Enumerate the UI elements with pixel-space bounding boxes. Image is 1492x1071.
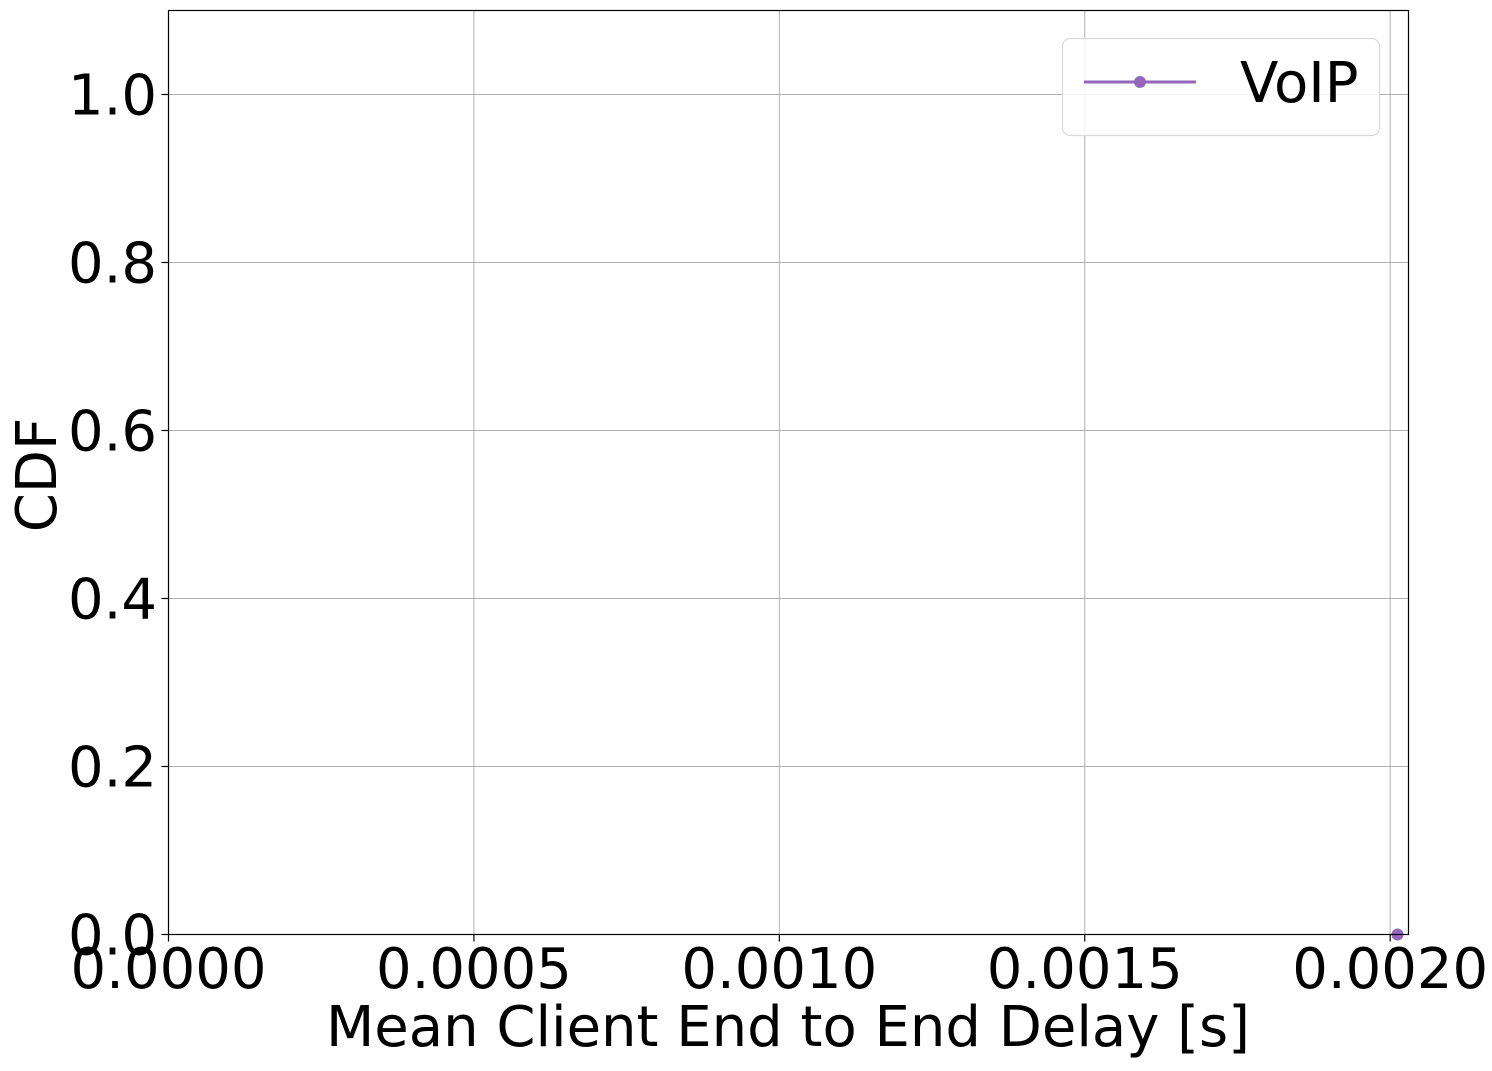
y-axis: 0.0 0.2 0.4 0.6 0.8 1.0 bbox=[68, 64, 169, 969]
legend-label: VoIP bbox=[1240, 51, 1359, 116]
legend-marker bbox=[1134, 76, 1146, 88]
x-tick-label: 0.0020 bbox=[1292, 937, 1488, 1002]
y-tick-label: 0.0 bbox=[68, 904, 157, 969]
y-tick-label: 0.6 bbox=[68, 400, 157, 465]
grid bbox=[168, 10, 1409, 935]
x-axis-label: Mean Client End to End Delay [s] bbox=[326, 995, 1250, 1060]
legend-box bbox=[1061, 37, 1381, 137]
x-tick-label: 0.0010 bbox=[681, 937, 877, 1002]
legend: VoIP bbox=[1061, 37, 1381, 137]
plot-frame bbox=[167, 9, 1410, 936]
y-tick-label: 0.4 bbox=[68, 568, 157, 633]
y-tick-label: 0.2 bbox=[68, 736, 157, 801]
y-tick-label: 0.8 bbox=[68, 232, 157, 297]
y-tick-label: 1.0 bbox=[68, 64, 157, 129]
x-tick-label: 0.0015 bbox=[987, 937, 1183, 1002]
y-axis-label: CDF bbox=[5, 418, 70, 532]
x-tick-label: 0.0005 bbox=[376, 937, 572, 1002]
x-axis: 0.0000 0.0005 0.0010 0.0015 0.0020 bbox=[71, 934, 1488, 1002]
x-tick-label: 0.0000 bbox=[71, 937, 267, 1002]
